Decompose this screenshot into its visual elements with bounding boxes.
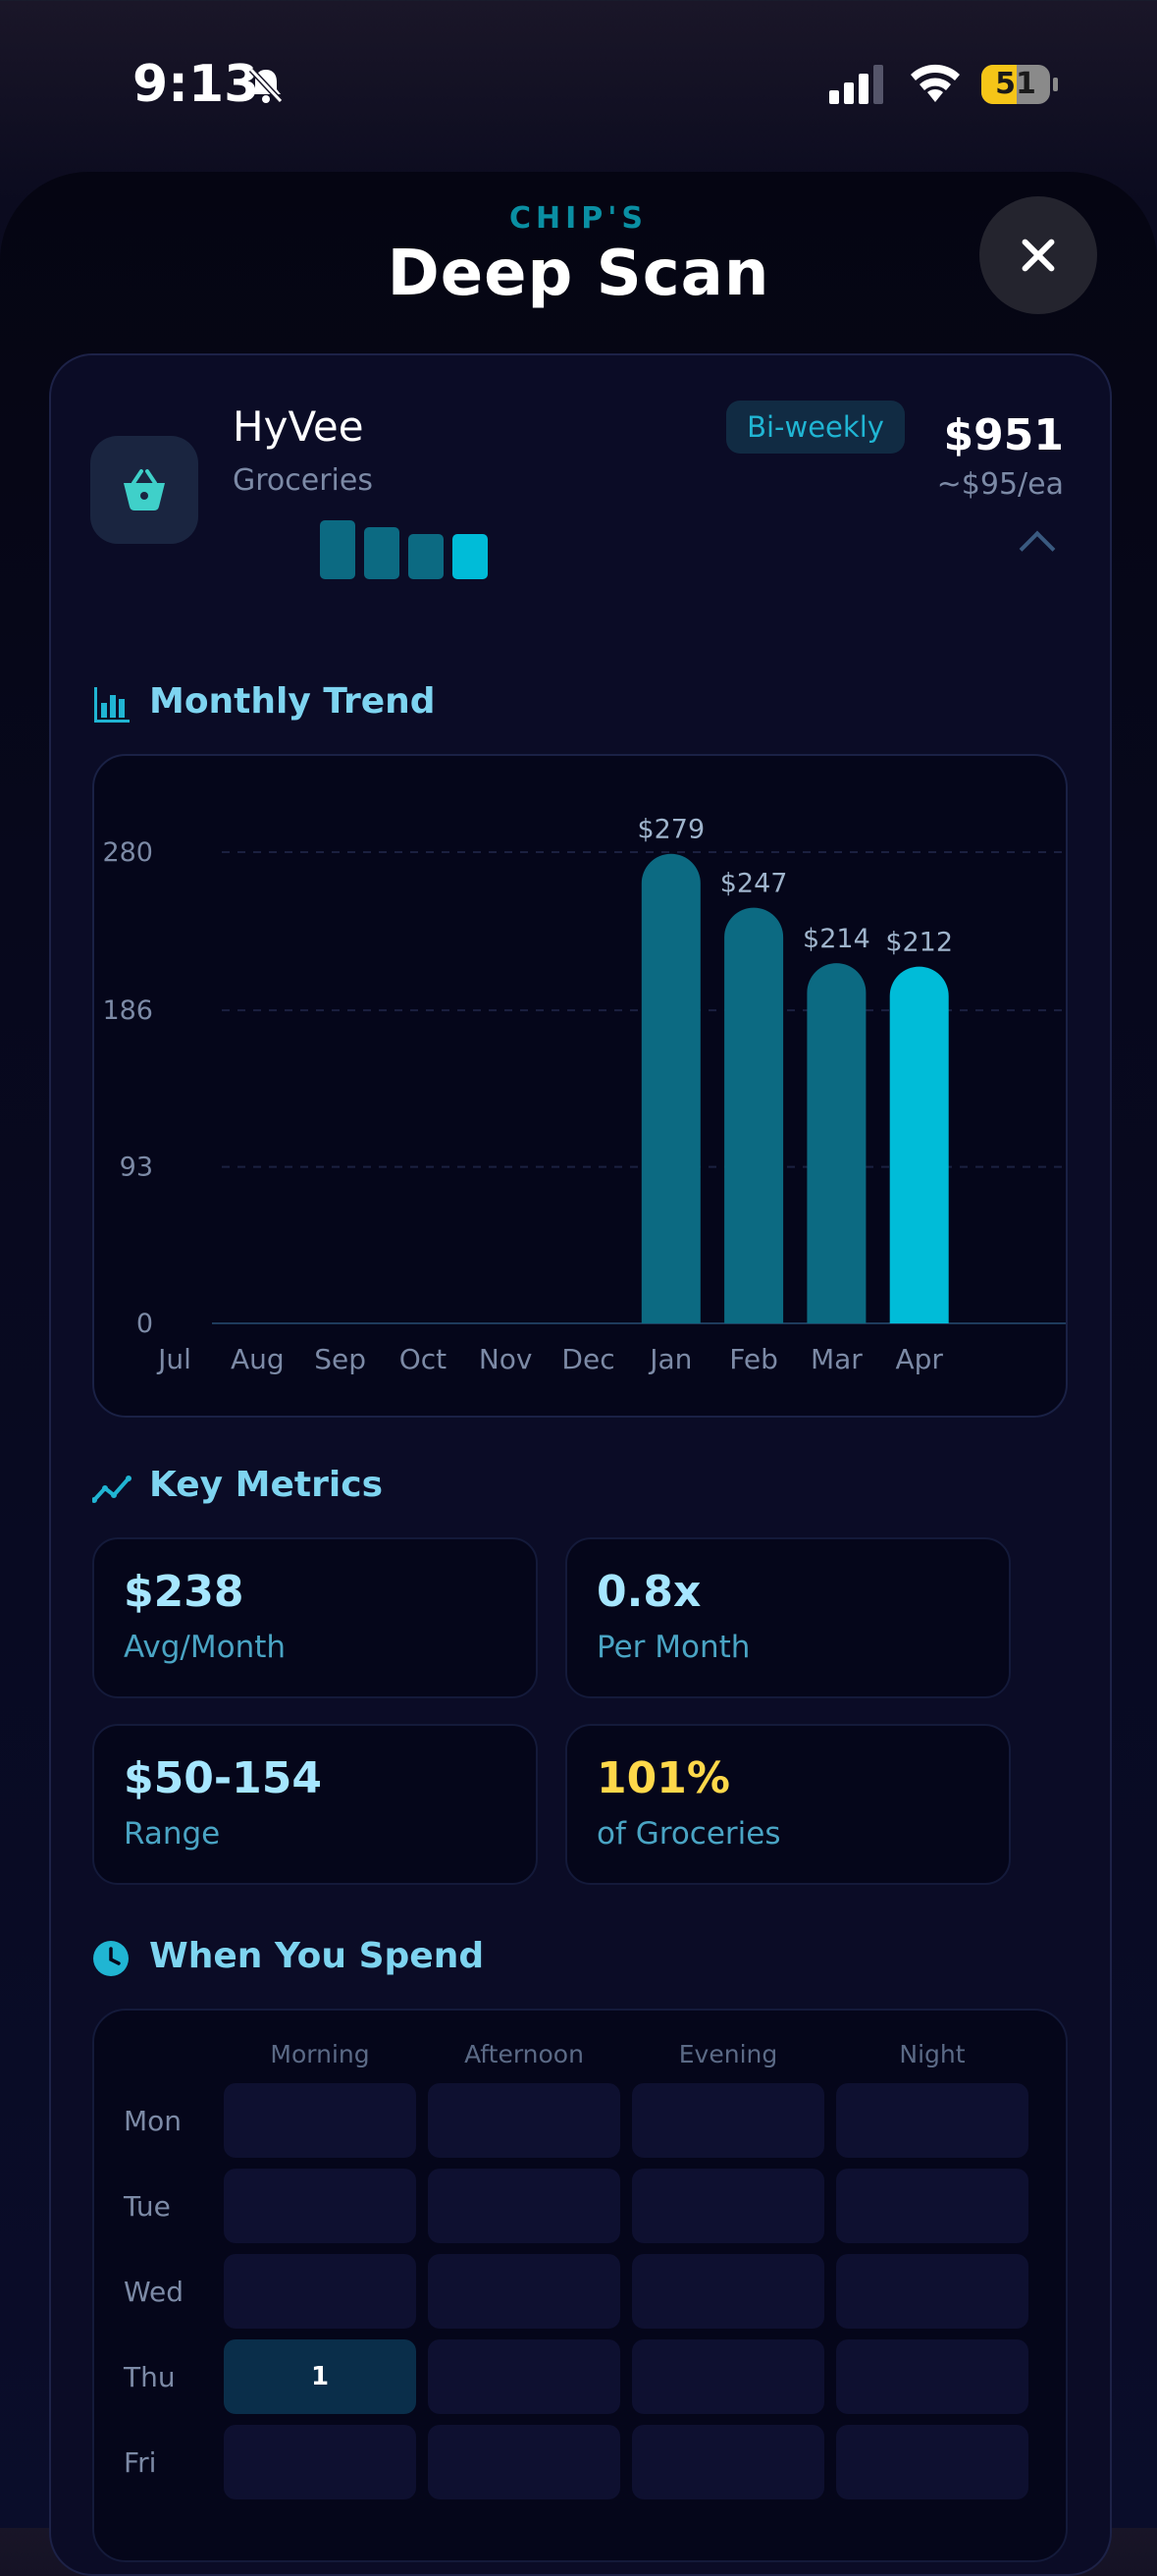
status-bar: 9:13 51 bbox=[0, 0, 1157, 167]
x-tick-label: Jul bbox=[156, 1343, 191, 1375]
mini-spend-sparkbars bbox=[320, 518, 497, 579]
clock-icon bbox=[93, 1941, 129, 1976]
mini-bar bbox=[320, 520, 355, 579]
heatmap-row-header: Fri bbox=[124, 2446, 157, 2479]
heatmap-cell[interactable] bbox=[836, 2254, 1028, 2329]
bar-value-label: $247 bbox=[720, 869, 788, 899]
bar-chart-icon bbox=[94, 687, 130, 723]
heatmap-cell[interactable] bbox=[836, 2083, 1028, 2158]
merchant-category: Groceries bbox=[233, 463, 373, 498]
bar-value-label: $214 bbox=[803, 924, 870, 954]
status-time: 9:13 bbox=[132, 55, 260, 114]
mini-bar bbox=[408, 534, 444, 579]
bar-value-label: $212 bbox=[885, 928, 953, 958]
monthly-trend-chart: 0 93 186 280 Jul Aug Sep Oct Nov Dec $279 Jan $247 Fe… bbox=[92, 754, 1068, 1418]
heatmap-cell[interactable] bbox=[428, 2083, 620, 2158]
heatmap-row-header: Thu bbox=[124, 2361, 176, 2393]
metric-label: Per Month bbox=[597, 1630, 751, 1665]
heatmap-row-header: Tue bbox=[124, 2190, 171, 2223]
heatmap-cell[interactable] bbox=[428, 2339, 620, 2414]
heatmap-row-header: Mon bbox=[124, 2105, 183, 2137]
metric-value: $238 bbox=[124, 1567, 244, 1617]
merchant-total: $951 bbox=[943, 410, 1064, 460]
when-you-spend-title: When You Spend bbox=[149, 1936, 485, 1976]
close-button[interactable] bbox=[979, 196, 1097, 314]
x-tick-label: Jan bbox=[648, 1343, 692, 1375]
heatmap-cell[interactable] bbox=[224, 2169, 416, 2243]
merchant-name: HyVee bbox=[233, 402, 364, 451]
sheet-title: Deep Scan bbox=[387, 238, 770, 310]
metric-category-share: 101% of Groceries bbox=[565, 1724, 1011, 1885]
metric-label: of Groceries bbox=[597, 1816, 781, 1852]
heatmap-cell[interactable] bbox=[224, 2083, 416, 2158]
heatmap-cell[interactable] bbox=[428, 2169, 620, 2243]
monthly-trend-title: Monthly Trend bbox=[149, 681, 436, 722]
x-tick-label: Oct bbox=[399, 1343, 447, 1375]
heatmap-cell[interactable] bbox=[632, 2425, 824, 2499]
bar-value-label: $279 bbox=[637, 815, 705, 845]
y-tick-label: 186 bbox=[102, 995, 153, 1026]
y-tick-label: 93 bbox=[120, 1153, 153, 1183]
wifi-icon bbox=[911, 64, 960, 102]
heatmap-column-header: Evening bbox=[678, 2040, 778, 2068]
bar bbox=[889, 966, 949, 1323]
heatmap-cell[interactable]: 1 bbox=[224, 2339, 416, 2414]
metric-label: Range bbox=[124, 1816, 221, 1852]
heatmap-cell[interactable] bbox=[836, 2425, 1028, 2499]
heatmap-column-header: Night bbox=[899, 2040, 966, 2068]
x-tick-label: Aug bbox=[231, 1343, 285, 1375]
x-tick-label: Mar bbox=[811, 1343, 863, 1375]
shopping-basket-icon bbox=[124, 469, 165, 510]
heatmap-cell[interactable] bbox=[224, 2254, 416, 2329]
merchant-per-each: ~$95/ea bbox=[936, 467, 1064, 502]
x-tick-label: Apr bbox=[895, 1343, 943, 1375]
heatmap-cell[interactable] bbox=[632, 2169, 824, 2243]
frequency-badge: Bi-weekly bbox=[726, 401, 905, 454]
sheet-subtitle: CHIP'S bbox=[508, 201, 649, 236]
cellular-signal-icon bbox=[829, 65, 883, 104]
y-tick-label: 280 bbox=[102, 837, 153, 868]
metric-range: $50-154 Range bbox=[92, 1724, 538, 1885]
bar bbox=[724, 907, 784, 1323]
monthly-trend-svg: 0 93 186 280 Jul Aug Sep Oct Nov Dec $279 Jan $247 Fe… bbox=[102, 815, 1066, 1375]
metric-value: 101% bbox=[597, 1753, 730, 1803]
metric-avg-month: $238 Avg/Month bbox=[92, 1537, 538, 1698]
battery-percent: 51 bbox=[995, 67, 1036, 101]
merchant-icon-tile bbox=[90, 436, 198, 544]
metric-value: $50-154 bbox=[124, 1753, 322, 1803]
metric-per-month: 0.8x Per Month bbox=[565, 1537, 1011, 1698]
heatmap-cell[interactable] bbox=[428, 2254, 620, 2329]
bar bbox=[641, 853, 701, 1323]
mini-bar bbox=[452, 534, 488, 579]
heatmap-cell[interactable] bbox=[224, 2425, 416, 2499]
x-tick-label: Sep bbox=[314, 1343, 366, 1375]
x-tick-label: Dec bbox=[561, 1343, 614, 1375]
heatmap-cell[interactable] bbox=[836, 2339, 1028, 2414]
key-metrics-title: Key Metrics bbox=[149, 1465, 383, 1505]
heatmap-row-header: Wed bbox=[124, 2276, 184, 2308]
battery-icon: 51 bbox=[981, 65, 1058, 104]
heatmap-column-header: Afternoon bbox=[464, 2040, 584, 2068]
x-tick-label: Feb bbox=[729, 1343, 778, 1375]
mini-bar bbox=[364, 527, 399, 579]
heatmap-cell[interactable] bbox=[428, 2425, 620, 2499]
trend-line-icon bbox=[92, 1476, 131, 1503]
x-tick-label: Nov bbox=[479, 1343, 533, 1375]
heatmap-column-header: Morning bbox=[270, 2040, 370, 2068]
heatmap-cell[interactable] bbox=[632, 2254, 824, 2329]
bell-off-icon bbox=[248, 67, 284, 104]
bar bbox=[807, 963, 867, 1323]
y-tick-label: 0 bbox=[136, 1309, 153, 1339]
metric-value: 0.8x bbox=[597, 1567, 702, 1617]
heatmap-cell[interactable] bbox=[632, 2339, 824, 2414]
metric-label: Avg/Month bbox=[124, 1630, 287, 1665]
heatmap-cell[interactable] bbox=[836, 2169, 1028, 2243]
heatmap-cell[interactable] bbox=[632, 2083, 824, 2158]
